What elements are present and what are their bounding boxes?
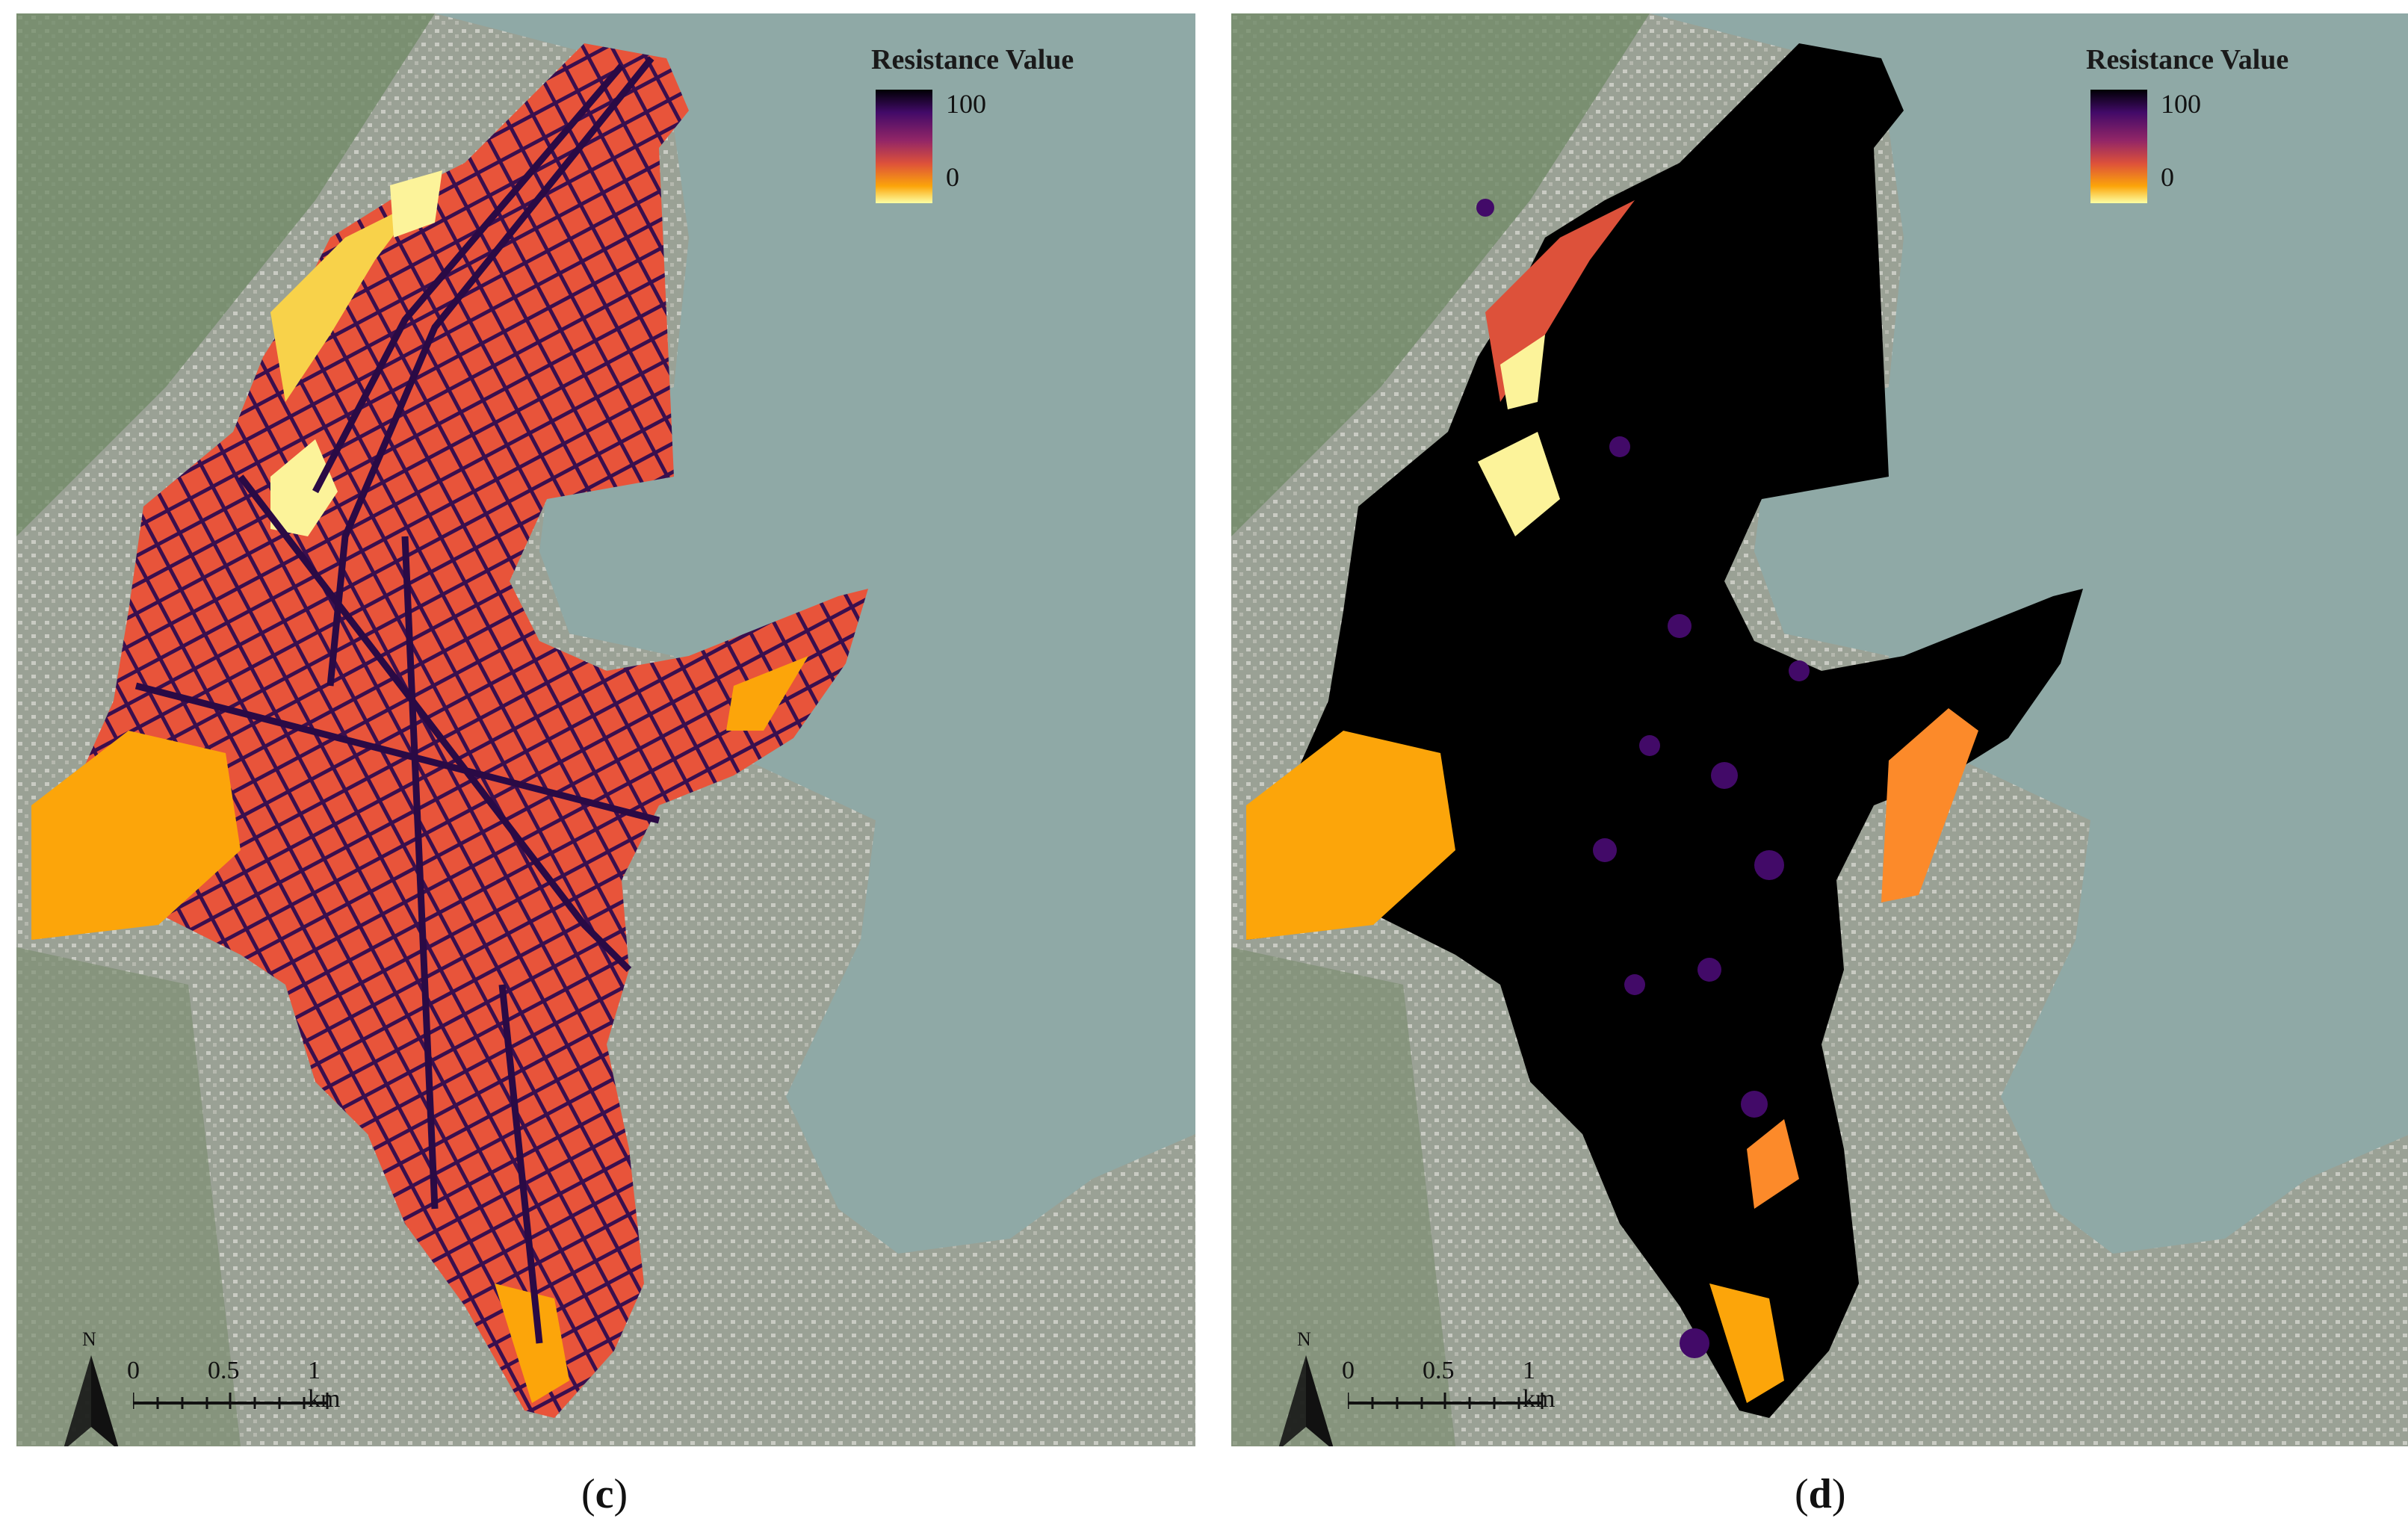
low-resistance-pale-b: [1500, 335, 1545, 409]
purple-patches: [1476, 199, 1810, 1358]
north-arrow: N: [61, 1328, 121, 1446]
road-network-c: [134, 56, 660, 1344]
scale-label-0: 0: [1342, 1357, 1355, 1384]
low-resistance-tail: [1709, 1283, 1784, 1403]
north-label: N: [1297, 1328, 1311, 1350]
legend-min-label: 0: [946, 162, 959, 192]
scale-bar-line: [1348, 1393, 1544, 1409]
low-resistance-pale-b: [390, 170, 442, 238]
scale-label-half: 0.5: [1423, 1357, 1455, 1384]
legend-max-label: 100: [946, 89, 986, 119]
north-arrow: N: [1276, 1328, 1336, 1446]
resistance-map-c: [16, 13, 1195, 1446]
legend-color-ramp: [2090, 90, 2147, 203]
caption-letter-c: c: [595, 1471, 614, 1517]
scale-bar-line: [133, 1393, 329, 1409]
north-arrow-icon: [1278, 1355, 1334, 1446]
mid-resistance-east: [1881, 708, 1978, 902]
north-arrow-icon: [64, 1355, 119, 1446]
legend-color-ramp: [876, 90, 932, 203]
north-label: N: [82, 1328, 96, 1350]
resistance-map-d: [1231, 13, 2408, 1446]
scale-label-0: 0: [127, 1357, 140, 1384]
low-resistance-east: [726, 656, 808, 731]
legend-c: Resistance Value 100 0: [871, 43, 1110, 203]
scale-bar: 0 0.5 1 km: [1333, 1357, 1572, 1416]
mid-resistance-south: [1747, 1119, 1799, 1209]
legend-min-label: 0: [2161, 162, 2174, 192]
caption-letter-d: d: [1808, 1471, 1832, 1517]
scale-bar: 0 0.5 1 km: [118, 1357, 357, 1416]
map-panel-d: Resistance Value 100 0 N 0: [1231, 13, 2408, 1446]
low-resistance-west: [31, 731, 241, 940]
caption-d: (d): [1795, 1471, 1846, 1517]
hills-forest: [1231, 13, 1650, 536]
map-panel-c: Resistance Value 100 0 N 0: [16, 13, 1195, 1446]
scale-label-half: 0.5: [208, 1357, 240, 1384]
hills-forest: [16, 13, 435, 536]
scale-label-1km: 1 km: [308, 1357, 341, 1413]
hills-south: [16, 947, 241, 1446]
low-resistance-north: [270, 200, 420, 402]
legend-d: Resistance Value 100 0: [2086, 43, 2325, 203]
low-resistance-pale-a: [1478, 432, 1560, 536]
legend-title: Resistance Value: [2086, 44, 2289, 75]
caption-c: (c): [581, 1471, 628, 1517]
low-resistance-pale-a: [270, 439, 338, 536]
legend-max-label: 100: [2161, 89, 2201, 119]
hills-south: [1231, 947, 1455, 1446]
resistance-surface-d: [1246, 43, 2083, 1418]
scale-label-1km: 1 km: [1523, 1357, 1556, 1413]
low-resistance-west: [1246, 731, 1455, 940]
low-resistance-south: [495, 1283, 569, 1403]
legend-title: Resistance Value: [871, 44, 1074, 75]
resistance-surface-c: [31, 43, 868, 1418]
